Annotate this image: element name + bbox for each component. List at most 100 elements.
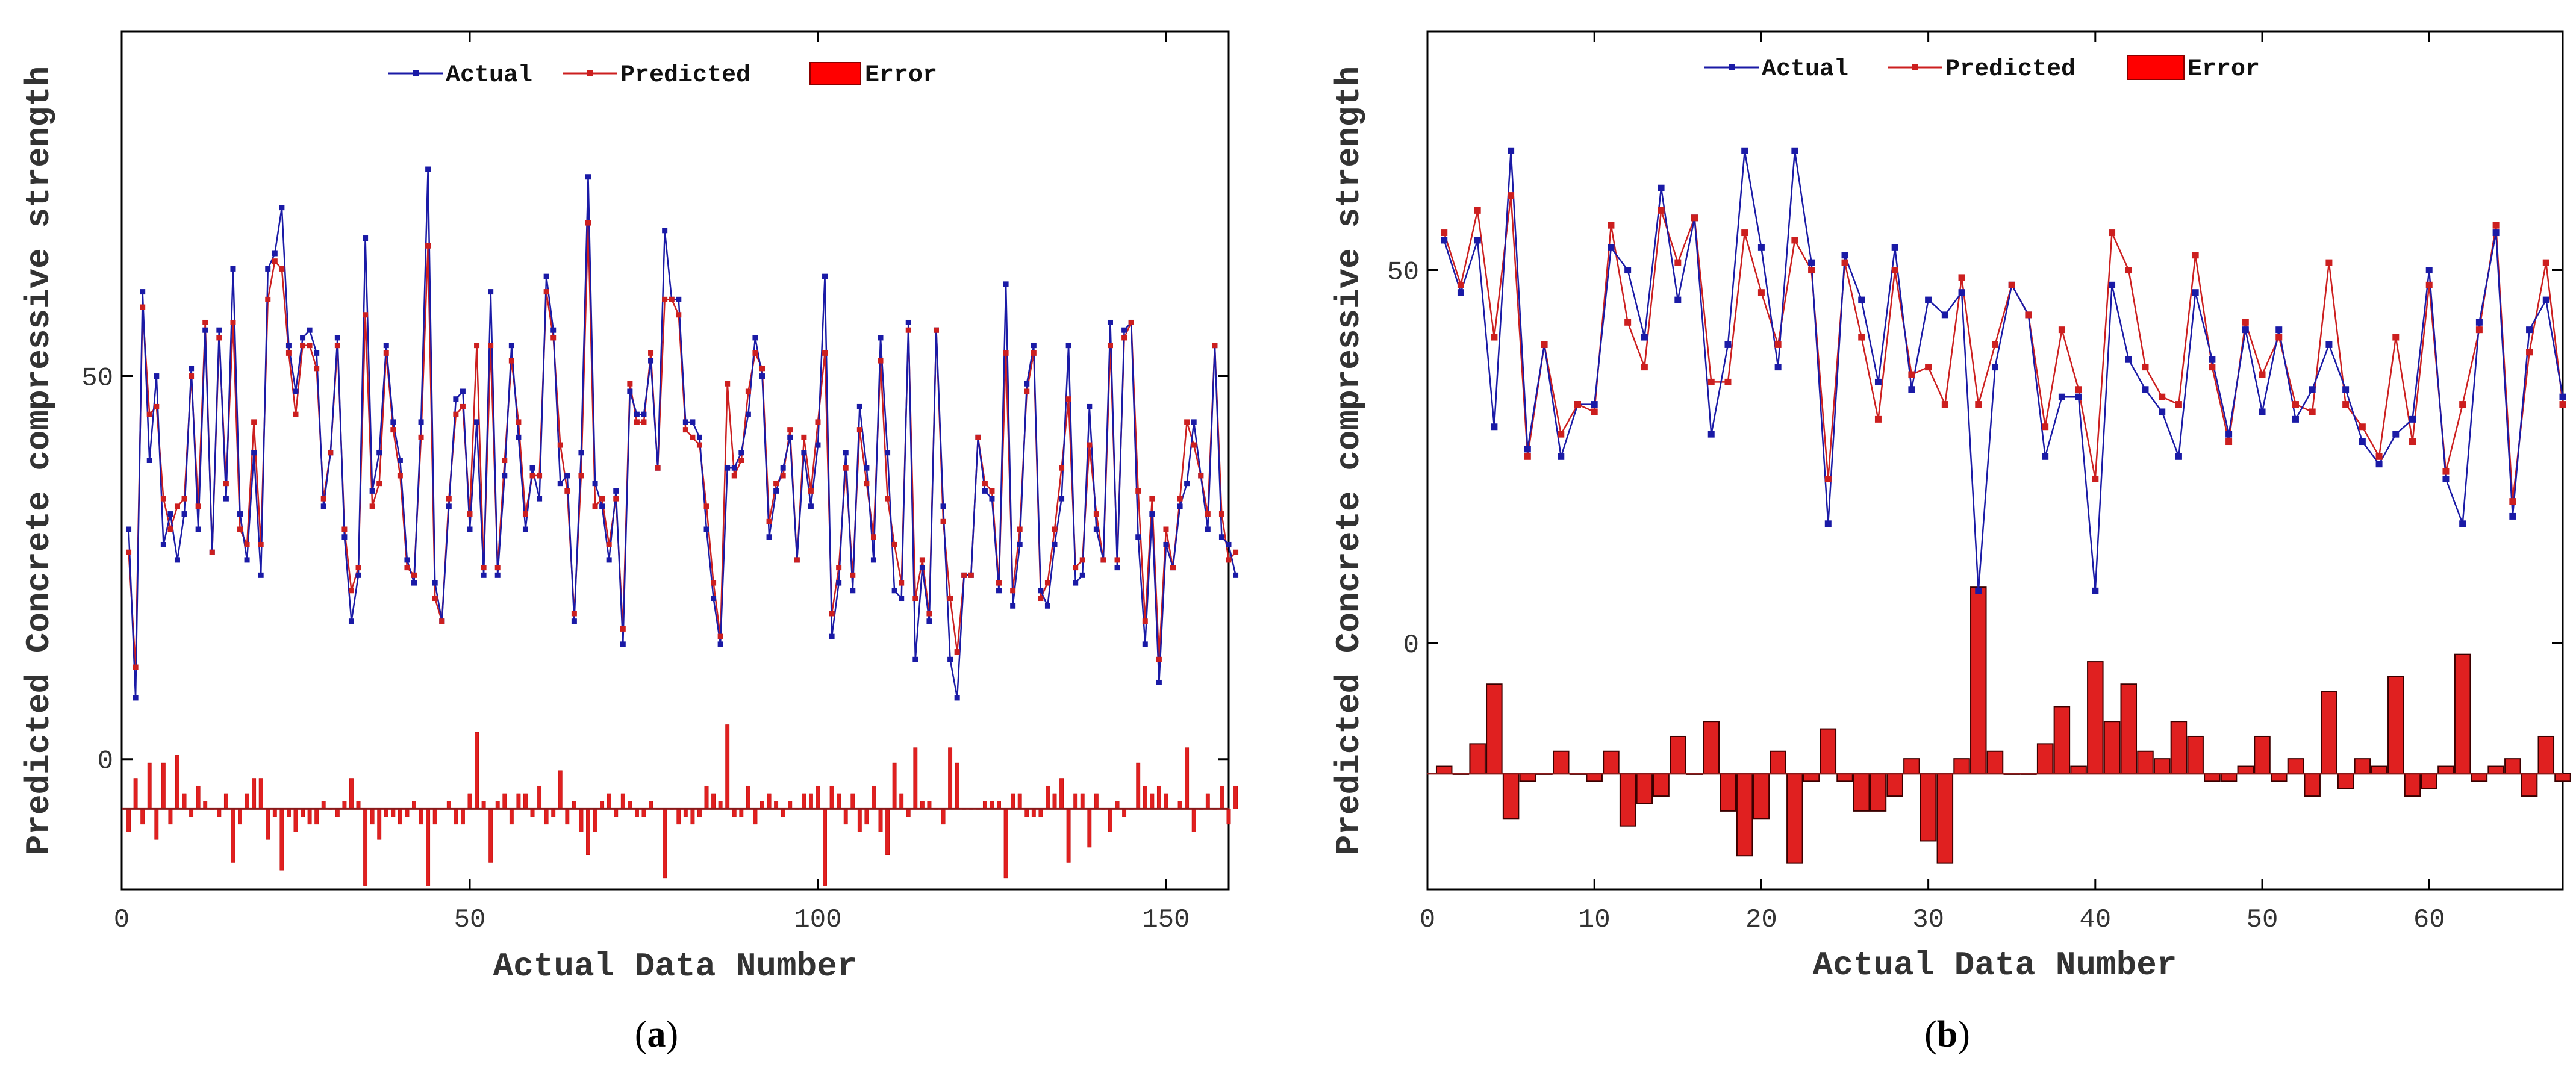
actual-point — [202, 327, 208, 333]
predicted-point — [1121, 335, 1127, 341]
error-bar — [558, 770, 563, 809]
y-axis-label-b: Predicted Concrete compressive strength — [1330, 66, 1368, 856]
predicted-point — [1441, 229, 1448, 237]
predicted-point — [293, 411, 299, 417]
actual-point — [453, 396, 459, 402]
x-tick-label: 50 — [2247, 905, 2278, 935]
predicted-point — [627, 381, 633, 387]
predicted-point — [348, 588, 354, 594]
error-bar — [676, 809, 681, 825]
error-bar — [1066, 809, 1071, 863]
error-bar — [252, 778, 257, 809]
error-bar — [1670, 735, 1686, 774]
actual-point — [1184, 481, 1190, 487]
x-tick-label: 60 — [2413, 905, 2445, 935]
actual-point — [369, 488, 375, 494]
predicted-point — [968, 572, 974, 578]
predicted-point — [418, 434, 424, 440]
predicted-point — [836, 565, 842, 571]
actual-point — [2392, 431, 2400, 438]
predicted-point — [404, 565, 410, 571]
caption-open-b: ( — [1924, 1014, 1937, 1055]
predicted-point — [1858, 334, 1865, 341]
actual-point — [696, 434, 702, 440]
error-bar — [683, 809, 688, 817]
error-bar — [1052, 793, 1057, 809]
error-bar — [579, 809, 584, 832]
predicted-point — [334, 343, 340, 349]
predicted-point — [258, 541, 264, 547]
predicted-line-b — [1443, 195, 2564, 502]
error-bar — [1720, 773, 1736, 812]
x-ticks-a: 0 50 100 150 — [114, 31, 1190, 935]
y-axis-label-a: Predicted Concrete compressive strength — [20, 66, 58, 856]
predicted-point — [2342, 401, 2350, 408]
predicted-point — [2008, 281, 2015, 288]
error-bar — [2153, 758, 2171, 774]
predicted-point — [829, 611, 835, 617]
error-bar — [634, 809, 639, 817]
error-bar — [126, 809, 131, 832]
predicted-point — [167, 526, 173, 532]
predicted-point — [1474, 207, 1481, 214]
error-bar — [544, 809, 549, 825]
error-bar — [892, 762, 897, 809]
actual-point — [899, 596, 905, 602]
actual-point — [1087, 403, 1093, 409]
actual-point — [1591, 401, 1598, 408]
predicted-point — [1184, 419, 1190, 425]
error-bar — [1903, 758, 1920, 774]
actual-point — [717, 641, 723, 647]
error-bar — [1953, 758, 1970, 774]
actual-point — [1059, 496, 1065, 502]
predicted-point — [537, 473, 543, 479]
error-bar — [1017, 793, 1022, 809]
actual-point — [885, 450, 891, 456]
predicted-point — [328, 450, 334, 456]
predicted-point — [529, 473, 535, 479]
predicted-point — [2509, 498, 2516, 505]
actual-point — [759, 373, 765, 379]
predicted-point — [2325, 259, 2333, 266]
actual-point — [2359, 438, 2366, 446]
predicted-point — [2459, 401, 2466, 408]
predicted-point — [717, 633, 723, 639]
error-bar — [816, 785, 820, 809]
predicted-point — [314, 366, 320, 372]
y-ticks-a: 0 50 — [81, 364, 1229, 777]
actual-point — [808, 503, 814, 509]
error-bar — [1191, 809, 1196, 832]
actual-point — [216, 327, 222, 333]
error-bar — [1046, 785, 1050, 809]
predicted-point — [669, 296, 675, 302]
predicted-point — [160, 496, 166, 502]
x-tick-label: 50 — [454, 905, 486, 935]
predicted-point — [363, 312, 369, 318]
error-bars-a — [126, 724, 1238, 886]
error-bar — [1970, 586, 1987, 774]
error-bar — [704, 785, 709, 809]
predicted-point — [926, 611, 932, 617]
error-bar — [537, 785, 542, 809]
predicted-point — [766, 518, 772, 524]
actual-point — [1024, 381, 1030, 387]
error-bar — [1703, 721, 1720, 774]
error-bar — [990, 801, 994, 809]
error-bar — [454, 809, 458, 825]
predicted-point — [2375, 453, 2383, 460]
error-bar — [419, 809, 423, 825]
actual-point — [397, 458, 403, 463]
actual-point — [537, 496, 543, 502]
error-bar — [356, 801, 361, 809]
panel-a: 0 50 100 150 0 50 Actual Predicted Error Act… — [20, 30, 1239, 1055]
actual-point — [140, 289, 146, 295]
error-bar — [1653, 773, 1670, 797]
predicted-point — [2159, 393, 2166, 400]
predicted-point — [154, 403, 160, 409]
error-bar — [133, 778, 138, 809]
predicted-point — [2292, 401, 2299, 408]
predicted-point — [439, 618, 445, 624]
error-bar — [927, 801, 932, 809]
error-bar — [753, 809, 758, 825]
actual-point — [2092, 587, 2099, 594]
